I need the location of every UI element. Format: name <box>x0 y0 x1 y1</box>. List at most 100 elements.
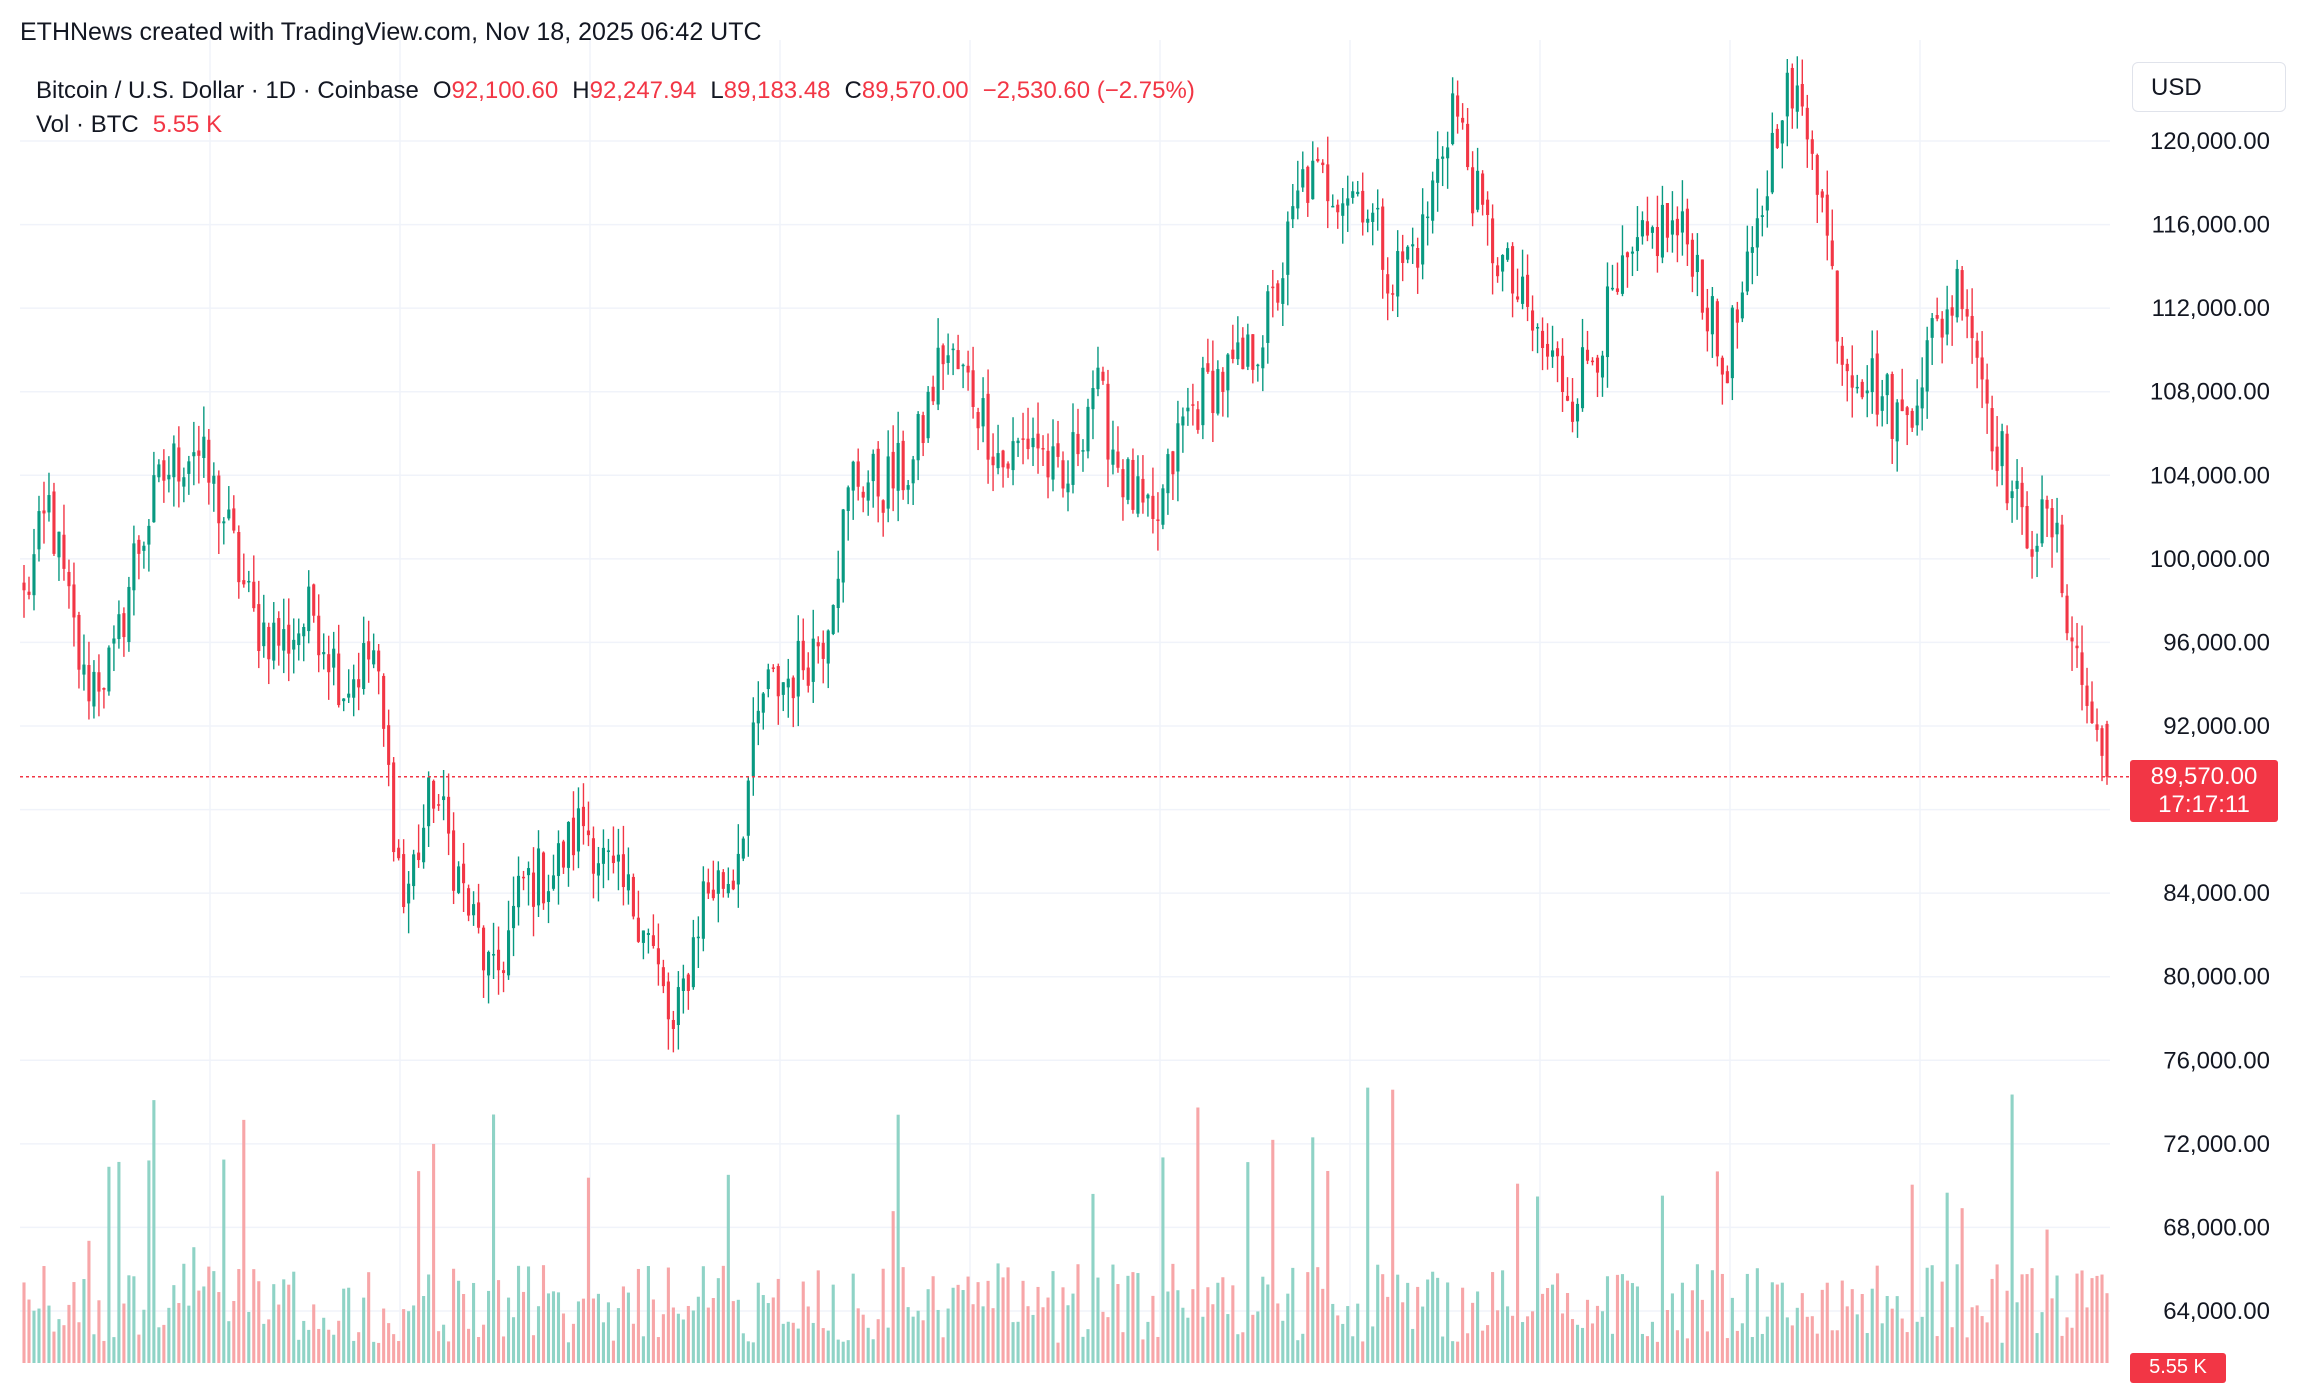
volume-bar <box>706 1307 710 1363</box>
volume-bar <box>1476 1291 1480 1363</box>
volume-bar <box>871 1339 875 1363</box>
volume-bar <box>1690 1290 1694 1363</box>
volume-bar <box>911 1316 915 1363</box>
volume-bar <box>152 1100 156 1363</box>
candle-body <box>147 525 151 545</box>
candle-body <box>541 852 546 904</box>
candle-body <box>1196 409 1200 430</box>
candle-body <box>841 509 845 583</box>
volume-bar <box>457 1280 461 1363</box>
volume-bar <box>2075 1273 2079 1363</box>
volume-bar <box>546 1293 551 1363</box>
volume-bar <box>1391 1089 1395 1363</box>
volume-bar <box>1376 1264 1380 1363</box>
currency-button[interactable]: USD <box>2132 62 2286 112</box>
volume-bar <box>207 1266 211 1363</box>
candle-body <box>1076 433 1080 455</box>
volume-bar <box>452 1268 456 1363</box>
volume-bar <box>1516 1183 1520 1363</box>
candle-body <box>1900 399 1904 412</box>
candle-body <box>1236 342 1240 360</box>
candle-body <box>1086 406 1090 452</box>
volume-bar <box>1241 1332 1245 1363</box>
change-value: −2,530.60 (−2.75%) <box>982 77 1195 104</box>
candle-body <box>442 796 446 801</box>
candle-body <box>2075 645 2079 649</box>
volume-bar <box>1980 1316 1984 1363</box>
volume-bar <box>132 1276 136 1363</box>
candle-body <box>1156 519 1160 522</box>
volume-bar <box>1046 1297 1050 1363</box>
volume-bar <box>1016 1321 1020 1363</box>
volume-bar <box>147 1160 151 1363</box>
candle-body <box>1540 330 1545 349</box>
volume-bar <box>212 1271 216 1363</box>
volume-bar <box>372 1341 376 1363</box>
candle-body <box>1800 84 1804 107</box>
volume-bar <box>302 1320 306 1363</box>
candle-body <box>801 640 805 671</box>
candle-body <box>501 970 506 974</box>
volume-bar <box>267 1319 271 1363</box>
volume-bar <box>791 1322 795 1363</box>
volume-bar <box>1920 1316 1924 1363</box>
candle-body <box>32 554 36 596</box>
volume-bar <box>2015 1302 2019 1363</box>
candle-body <box>197 450 201 456</box>
volume-bar <box>716 1278 720 1363</box>
candle-body <box>1755 218 1759 248</box>
candle-body <box>1246 334 1250 367</box>
volume-bar <box>1091 1193 1095 1363</box>
candle-body <box>966 365 970 373</box>
candle-body <box>132 543 136 591</box>
volume-bar <box>1206 1287 1210 1363</box>
candle-body <box>157 464 161 478</box>
volume-bar <box>1985 1322 1989 1363</box>
candle-body <box>342 698 346 702</box>
candle-body <box>1286 221 1290 275</box>
volume-bar <box>242 1119 246 1363</box>
volume-bar <box>1421 1306 1425 1363</box>
candle-body <box>546 891 551 902</box>
volume-bar <box>1950 1327 1954 1363</box>
volume-label[interactable]: Vol · BTC <box>36 111 139 138</box>
candle-body <box>1456 95 1460 117</box>
candle-body <box>1491 218 1495 264</box>
candle-body <box>1705 307 1709 332</box>
candle-body <box>1815 155 1819 195</box>
volume-bar <box>72 1282 76 1363</box>
candle-body <box>861 491 865 498</box>
volume-bar <box>1106 1317 1110 1363</box>
volume-bar <box>691 1310 695 1363</box>
volume-bar <box>1446 1282 1450 1363</box>
candle-body <box>307 586 311 632</box>
volume-bar <box>257 1281 261 1363</box>
candle-body <box>1855 386 1859 389</box>
volume-bar <box>946 1308 950 1363</box>
candle-body <box>1860 381 1864 398</box>
volume-bar <box>102 1340 106 1363</box>
volume-bar <box>1585 1299 1590 1363</box>
candle-body <box>282 629 286 651</box>
candle-body <box>1605 286 1610 358</box>
candle-body <box>551 875 556 889</box>
volume-bar <box>167 1307 171 1363</box>
candle-body <box>1331 205 1335 208</box>
grid-lines <box>20 40 2110 1363</box>
volume-bar <box>1830 1330 1834 1363</box>
y-tick-label: 108,000.00 <box>2150 379 2270 406</box>
candle-body <box>536 848 541 906</box>
candle-body <box>811 638 815 682</box>
volume-bar <box>432 1143 436 1363</box>
volume-tag: 5.55 K <box>2130 1353 2226 1383</box>
symbol-title[interactable]: Bitcoin / U.S. Dollar · 1D · Coinbase <box>36 77 419 104</box>
candle-body <box>277 618 281 646</box>
candle-body <box>586 830 591 836</box>
volume-bar <box>1051 1271 1055 1363</box>
volume-bar <box>581 1298 586 1363</box>
volume-bar <box>1725 1338 1729 1363</box>
candle-body <box>696 936 700 939</box>
candle-body <box>1795 85 1799 112</box>
